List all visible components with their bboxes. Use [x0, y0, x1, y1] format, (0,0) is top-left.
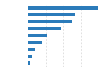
Bar — [28, 61, 30, 65]
Bar — [28, 20, 72, 23]
Bar — [28, 55, 32, 58]
Bar — [28, 34, 47, 37]
Bar — [28, 13, 75, 16]
Bar — [28, 48, 35, 51]
Bar — [28, 41, 42, 44]
Bar — [28, 27, 61, 30]
Bar — [28, 6, 98, 10]
